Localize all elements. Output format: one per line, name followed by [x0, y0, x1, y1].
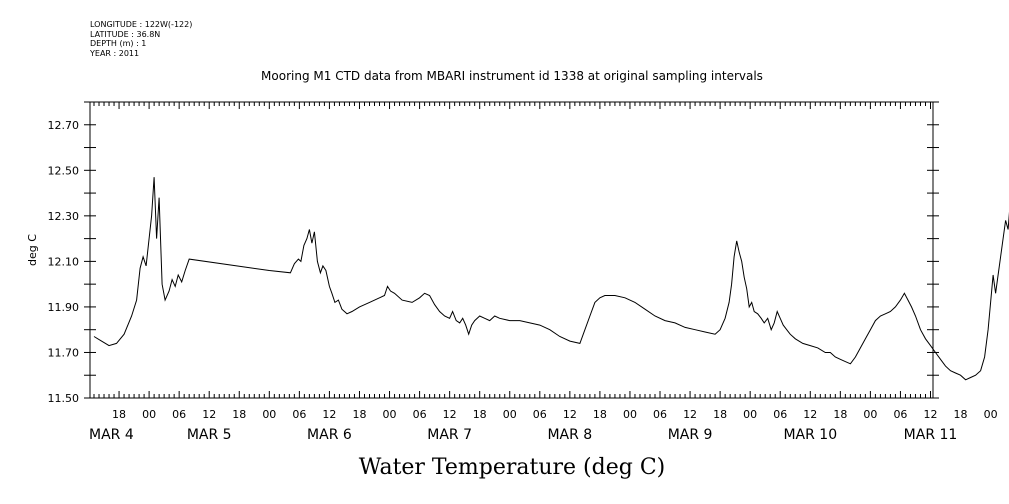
- x-hour-label: 12: [683, 408, 697, 421]
- x-hour-label: 18: [232, 408, 246, 421]
- x-hour-label: 18: [833, 408, 847, 421]
- x-day-label: MAR 9: [668, 427, 713, 443]
- x-hour-label: 18: [352, 408, 366, 421]
- x-axis-day-labels: MAR 4 MAR 5 MAR 6 MAR 7 MAR 8 MAR 9 MAR 10 MAR …: [89, 427, 957, 443]
- x-hour-label: 18: [954, 408, 968, 421]
- x-hour-label: 18: [713, 408, 727, 421]
- x-hour-label: 12: [202, 408, 216, 421]
- x-axis-title: Water Temperature (deg C): [359, 455, 666, 480]
- dataset-metadata: LONGITUDE : 122W(-122) LATITUDE : 36.8N …: [90, 20, 192, 58]
- x-hour-label: 00: [623, 408, 637, 421]
- x-hour-label: 00: [984, 408, 998, 421]
- y-tick-label: 12.30: [48, 210, 80, 223]
- x-hour-label: 18: [112, 408, 126, 421]
- x-hour-label: 18: [593, 408, 607, 421]
- x-hour-label: 06: [653, 408, 667, 421]
- y-tick-label: 11.90: [48, 301, 80, 314]
- x-hour-label: 00: [503, 408, 517, 421]
- y-tick-label: 11.50: [48, 392, 80, 405]
- x-hour-label: 00: [142, 408, 156, 421]
- x-hour-label: 12: [322, 408, 336, 421]
- x-day-label: MAR 10: [783, 427, 837, 443]
- chart-title: Mooring M1 CTD data from MBARI instrumen…: [261, 69, 763, 83]
- depth-label: DEPTH (m) : 1: [90, 39, 147, 49]
- year-label: YEAR : 2011: [90, 48, 140, 58]
- x-hour-label: 00: [383, 408, 397, 421]
- x-hour-label: 06: [413, 408, 427, 421]
- x-hour-label: 00: [863, 408, 877, 421]
- plot-frame: [89, 101, 934, 399]
- water-temperature-line: [93, 177, 1009, 381]
- y-axis-ticks: [84, 101, 939, 399]
- x-hour-label: 00: [743, 408, 757, 421]
- x-axis-hour-labels: 18 00 06 12 18 00 06 12 18 00 06 12 18 00 06 12 18 00 06 12…: [112, 408, 998, 421]
- x-day-label: MAR 4: [89, 427, 134, 443]
- x-day-label: MAR 7: [427, 427, 472, 443]
- x-minor-ticks: [93, 102, 931, 398]
- x-hour-label: 06: [533, 408, 547, 421]
- latitude-label: LATITUDE : 36.8N: [90, 29, 161, 39]
- y-axis-title: deg C: [26, 234, 39, 266]
- x-hour-label: 06: [893, 408, 907, 421]
- x-hour-label: 18: [473, 408, 487, 421]
- x-hour-label: 12: [803, 408, 817, 421]
- y-tick-label: 12.70: [48, 119, 80, 132]
- x-hour-label: 00: [262, 408, 276, 421]
- x-hour-label: 06: [172, 408, 186, 421]
- x-hour-label: 12: [923, 408, 937, 421]
- x-day-label: MAR 6: [307, 427, 352, 443]
- x-hour-label: 12: [443, 408, 457, 421]
- x-hour-label: 06: [773, 408, 787, 421]
- x-hour-label: 12: [563, 408, 577, 421]
- y-tick-label: 12.50: [48, 164, 80, 177]
- longitude-label: LONGITUDE : 122W(-122): [90, 20, 193, 29]
- x-hour-label: 06: [292, 408, 306, 421]
- y-tick-label: 12.10: [48, 255, 80, 268]
- x-day-label: MAR 11: [904, 427, 958, 443]
- x-day-label: MAR 5: [187, 427, 232, 443]
- x-day-label: MAR 8: [547, 427, 592, 443]
- y-tick-label: 11.70: [48, 346, 80, 359]
- y-axis-tick-labels: 11.50 11.70 11.90 12.10 12.30 12.50 12.70: [48, 119, 80, 405]
